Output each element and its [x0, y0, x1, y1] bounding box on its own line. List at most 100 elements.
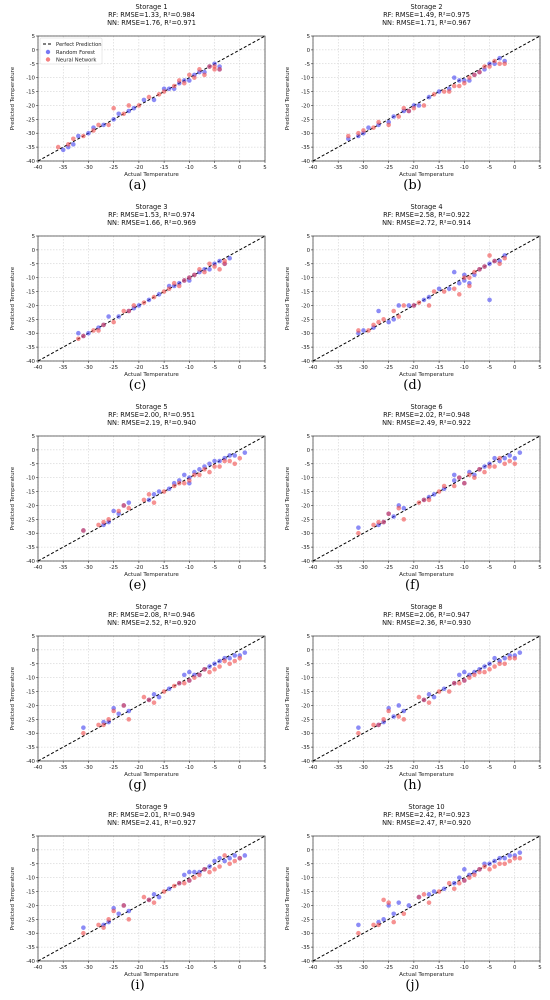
nn-point: [401, 717, 407, 722]
x-tick-label: 0: [238, 965, 242, 971]
perfect-prediction-line: [37, 835, 266, 962]
y-tick-label: -10: [301, 476, 310, 482]
nn-point: [146, 94, 152, 100]
x-tick-label: -10: [460, 965, 469, 971]
perfect-prediction-line: [37, 435, 266, 562]
panel-caption: (a): [128, 178, 147, 193]
rf-point: [396, 703, 402, 708]
y-tick-label: -40: [301, 759, 310, 765]
nn-point: [356, 328, 361, 333]
y-tick-label: -35: [26, 545, 35, 551]
nn-point: [161, 89, 167, 94]
rf-point: [227, 655, 232, 661]
y-tick-label: 0: [307, 848, 311, 854]
y-tick-label: -30: [26, 731, 35, 737]
x-tick-label: -40: [34, 765, 43, 771]
x-tick-label: 5: [263, 165, 266, 171]
x-tick-label: 5: [263, 765, 266, 771]
nn-point: [101, 722, 106, 728]
rf-point: [366, 125, 371, 130]
x-tick-label: -30: [84, 365, 93, 371]
nn-point: [126, 717, 132, 722]
nn-point: [202, 867, 207, 872]
nn-point: [497, 455, 502, 461]
nn-point: [376, 119, 381, 125]
y-tick-label: -20: [301, 703, 310, 709]
x-tick-label: -10: [460, 765, 469, 771]
rf-point: [502, 455, 507, 461]
y-tick-label: 0: [32, 48, 36, 54]
plot-frame: [312, 435, 541, 562]
x-tick-label: -40: [309, 165, 318, 171]
x-tick-label: -20: [134, 765, 143, 771]
nn-point: [497, 261, 502, 267]
x-tick-label: -35: [59, 365, 68, 371]
nn-point: [376, 922, 381, 928]
rf-point: [76, 133, 81, 139]
nn-point: [171, 83, 177, 89]
nn-point: [346, 133, 351, 139]
nn-point: [227, 861, 232, 867]
y-tick-label: -5: [305, 262, 310, 268]
rf-point: [242, 853, 248, 858]
nn-point: [431, 289, 437, 294]
rf-point: [81, 925, 86, 930]
nn-point: [472, 72, 477, 78]
nn-point: [507, 458, 513, 464]
x-tick-label: 0: [513, 565, 517, 571]
nn-point: [212, 264, 217, 269]
x-tick-label: -5: [212, 365, 217, 371]
panel-caption: (c): [128, 378, 147, 393]
nn-point: [376, 319, 381, 325]
rf-point: [76, 330, 81, 336]
rf-point: [401, 505, 407, 511]
nn-point: [217, 464, 222, 469]
rf-point: [207, 461, 212, 467]
rf-point: [517, 450, 523, 455]
x-tick-label: -20: [409, 765, 418, 771]
x-axis-label: Actual Temperature: [399, 572, 454, 578]
x-tick-label: 0: [513, 765, 517, 771]
y-axis-label: Predicted Temperature: [10, 666, 16, 730]
nn-point: [121, 111, 127, 117]
chart-title-line: RF: RMSE=1.53, R²=0.974: [108, 211, 195, 219]
x-tick-label: -20: [409, 165, 418, 171]
nn-point: [512, 855, 518, 861]
nn-point: [101, 322, 106, 328]
panel-caption: (j): [405, 978, 420, 993]
chart-title-line: Storage 5: [135, 403, 167, 411]
x-tick-label: -5: [212, 565, 217, 571]
x-tick-label: 0: [513, 365, 517, 371]
nn-point: [487, 867, 492, 872]
nn-point: [462, 80, 467, 86]
y-tick-label: 5: [307, 34, 310, 40]
nn-point: [421, 892, 427, 897]
y-tick-label: 5: [32, 34, 35, 40]
y-tick-label: -30: [301, 731, 310, 737]
rf-point: [391, 911, 397, 917]
x-tick-label: -40: [309, 365, 318, 371]
nn-point: [487, 253, 492, 258]
x-tick-label: -40: [309, 565, 318, 571]
nn-point: [121, 503, 127, 508]
y-tick-label: -10: [26, 276, 35, 282]
x-axis-label: Actual Temperature: [124, 572, 179, 578]
nn-point: [171, 683, 177, 689]
nn-point: [492, 864, 497, 869]
y-tick-label: -25: [26, 517, 35, 523]
nn-point: [161, 489, 167, 494]
rf-point: [406, 903, 412, 908]
y-tick-label: -10: [26, 76, 35, 82]
y-tick-label: 0: [32, 848, 36, 854]
y-tick-label: -15: [26, 90, 35, 96]
nn-point: [212, 64, 217, 69]
rf-point: [187, 869, 192, 875]
rf-point: [166, 886, 172, 892]
y-tick-label: -35: [26, 345, 35, 351]
chart-panel-5: Storage 5 RF: RMSE=2.00, R²=0.951 NN: RMSE…: [0, 400, 275, 600]
nn-point: [356, 530, 361, 536]
y-tick-label: -5: [30, 862, 35, 868]
